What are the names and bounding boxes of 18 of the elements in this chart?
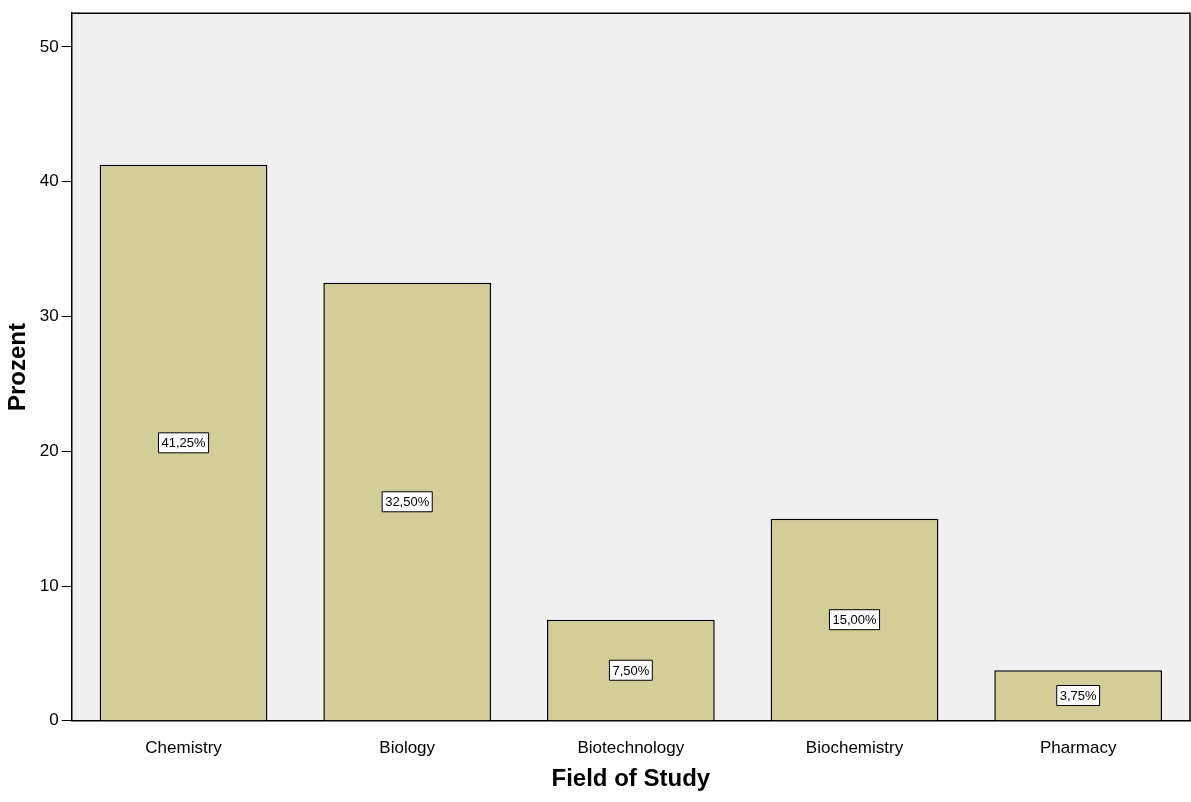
x-tick-label: Biochemistry bbox=[805, 737, 904, 757]
data-label: 41,25% bbox=[161, 435, 207, 451]
y-tick-label: 20 bbox=[39, 440, 59, 460]
y-tick-label: 0 bbox=[49, 710, 59, 730]
y-tick-label: 40 bbox=[39, 171, 59, 191]
data-label: 3,75% bbox=[1059, 688, 1098, 704]
x-tick-label: Biology bbox=[379, 737, 436, 757]
x-tick-label: Chemistry bbox=[145, 737, 223, 757]
y-tick-label: 30 bbox=[39, 306, 59, 326]
y-tick-label: 10 bbox=[39, 575, 59, 595]
data-label: 7,50% bbox=[612, 662, 650, 678]
y-tick-label: 50 bbox=[39, 36, 59, 56]
x-tick-label: Pharmacy bbox=[1039, 737, 1117, 757]
y-axis-title: Prozent bbox=[3, 322, 31, 412]
data-label: 15,00% bbox=[832, 612, 877, 628]
x-axis-title: Field of Study bbox=[551, 764, 711, 792]
x-tick-label: Biotechnology bbox=[577, 737, 685, 757]
data-label: 32,50% bbox=[385, 494, 430, 510]
